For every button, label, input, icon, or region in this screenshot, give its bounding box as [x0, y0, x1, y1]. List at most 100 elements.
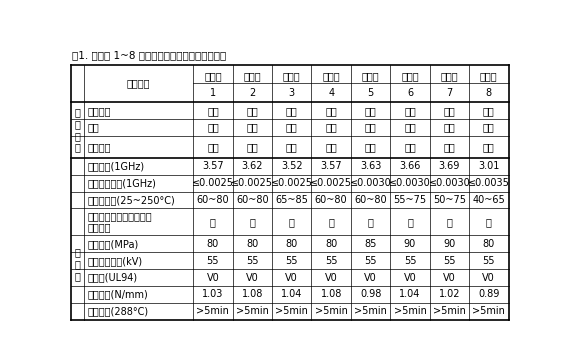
Text: 半
固
化
片: 半 固 化 片 [74, 108, 80, 152]
Text: 6: 6 [407, 88, 413, 98]
Text: 实施例: 实施例 [480, 71, 498, 81]
Text: 3.52: 3.52 [281, 161, 303, 171]
Text: 1.02: 1.02 [438, 289, 460, 299]
Text: 适宜: 适宜 [286, 142, 298, 152]
Text: 实施例: 实施例 [362, 71, 379, 81]
Text: 80: 80 [207, 239, 219, 249]
Text: 平整: 平整 [364, 106, 376, 116]
Text: V0: V0 [285, 273, 298, 282]
Text: ≤0.0025: ≤0.0025 [271, 178, 313, 188]
Text: 1.08: 1.08 [320, 289, 342, 299]
Text: V0: V0 [403, 273, 416, 282]
Text: 80: 80 [325, 239, 337, 249]
Text: 60~80: 60~80 [236, 195, 268, 205]
Text: 3.66: 3.66 [399, 161, 421, 171]
Text: 40~65: 40~65 [472, 195, 505, 205]
Text: >5min: >5min [197, 306, 229, 316]
Text: V0: V0 [246, 273, 259, 282]
Text: 佳: 佳 [210, 217, 216, 227]
Text: >5min: >5min [236, 306, 269, 316]
Text: >5min: >5min [315, 306, 347, 316]
Text: ≤0.0025: ≤0.0025 [192, 178, 234, 188]
Text: 阻燃型(UL94): 阻燃型(UL94) [87, 273, 137, 282]
Text: 实施例: 实施例 [204, 71, 221, 81]
Text: 介电常数(1GHz): 介电常数(1GHz) [87, 161, 145, 171]
Text: 板材不同部位热膨胀系数
的均匀性: 板材不同部位热膨胀系数 的均匀性 [87, 211, 152, 233]
Text: 实施例: 实施例 [401, 71, 419, 81]
Text: 佳: 佳 [407, 217, 413, 227]
Text: ≤0.0030: ≤0.0030 [350, 178, 392, 188]
Text: 最低击穿电压(kV): 最低击穿电压(kV) [87, 256, 142, 266]
Text: 适宜: 适宜 [364, 142, 376, 152]
Text: ≤0.0025: ≤0.0025 [231, 178, 273, 188]
Text: 55: 55 [207, 256, 219, 266]
Text: ≤0.0035: ≤0.0035 [468, 178, 510, 188]
Text: 介电损耗因子(1GHz): 介电损耗因子(1GHz) [87, 178, 156, 188]
Text: 剥离强度(N/mm): 剥离强度(N/mm) [87, 289, 148, 299]
Text: 1.03: 1.03 [202, 289, 224, 299]
Text: ≤0.0025: ≤0.0025 [310, 178, 352, 188]
Text: 适宜: 适宜 [483, 123, 495, 132]
Text: 55: 55 [325, 256, 337, 266]
Text: 55: 55 [285, 256, 298, 266]
Text: 1.08: 1.08 [242, 289, 263, 299]
Text: 80: 80 [286, 239, 298, 249]
Text: V0: V0 [207, 273, 219, 282]
Text: 平整: 平整 [246, 106, 258, 116]
Text: 55: 55 [483, 256, 495, 266]
Text: 适宜: 适宜 [483, 142, 495, 152]
Text: 平整: 平整 [444, 106, 455, 116]
Text: 5: 5 [367, 88, 373, 98]
Text: 0.98: 0.98 [360, 289, 381, 299]
Text: 60~80: 60~80 [315, 195, 347, 205]
Text: 65~85: 65~85 [275, 195, 308, 205]
Text: ≤0.0030: ≤0.0030 [428, 178, 470, 188]
Text: 适宜: 适宜 [444, 142, 455, 152]
Text: 弯曲强度(MPa): 弯曲强度(MPa) [87, 239, 138, 249]
Text: >5min: >5min [354, 306, 387, 316]
Text: 物化参数: 物化参数 [127, 78, 150, 88]
Text: 8: 8 [486, 88, 492, 98]
Text: 55: 55 [364, 256, 377, 266]
Text: >5min: >5min [394, 306, 427, 316]
Text: 3.57: 3.57 [320, 161, 342, 171]
Text: 3.69: 3.69 [438, 161, 460, 171]
Text: 佳: 佳 [289, 217, 295, 227]
Text: 佳: 佳 [446, 217, 453, 227]
Text: 佳: 佳 [249, 217, 255, 227]
Text: 平整: 平整 [207, 106, 219, 116]
Text: 适宜: 适宜 [207, 142, 219, 152]
Text: V0: V0 [364, 273, 377, 282]
Text: 0.89: 0.89 [478, 289, 499, 299]
Text: 平整: 平整 [325, 106, 337, 116]
Text: 适宜: 适宜 [364, 123, 376, 132]
Text: 适宜: 适宜 [246, 142, 258, 152]
Text: 60~80: 60~80 [197, 195, 229, 205]
Text: >5min: >5min [275, 306, 308, 316]
Text: 4: 4 [328, 88, 334, 98]
Text: 佳: 佳 [368, 217, 373, 227]
Text: >5min: >5min [433, 306, 466, 316]
Text: 3: 3 [289, 88, 295, 98]
Text: 适宜: 适宜 [325, 142, 337, 152]
Text: 适宜: 适宜 [207, 123, 219, 132]
Text: 佳: 佳 [486, 217, 492, 227]
Text: 55: 55 [246, 256, 259, 266]
Text: 55~75: 55~75 [393, 195, 427, 205]
Text: 表面粘性: 表面粘性 [87, 142, 111, 152]
Text: 55: 55 [443, 256, 455, 266]
Text: 实施例: 实施例 [244, 71, 261, 81]
Text: 佳: 佳 [328, 217, 334, 227]
Text: 80: 80 [483, 239, 495, 249]
Text: 适宜: 适宜 [246, 123, 258, 132]
Text: 适宜: 适宜 [404, 123, 416, 132]
Text: 平整: 平整 [483, 106, 495, 116]
Text: 55: 55 [404, 256, 416, 266]
Text: 实施例: 实施例 [441, 71, 458, 81]
Text: 90: 90 [404, 239, 416, 249]
Text: 韧性: 韧性 [87, 123, 99, 132]
Text: V0: V0 [443, 273, 456, 282]
Text: 表1. 实施例 1~8 中半固化片与覆铜板的物化参数: 表1. 实施例 1~8 中半固化片与覆铜板的物化参数 [72, 50, 227, 61]
Text: 适宜: 适宜 [444, 123, 455, 132]
Text: V0: V0 [483, 273, 495, 282]
